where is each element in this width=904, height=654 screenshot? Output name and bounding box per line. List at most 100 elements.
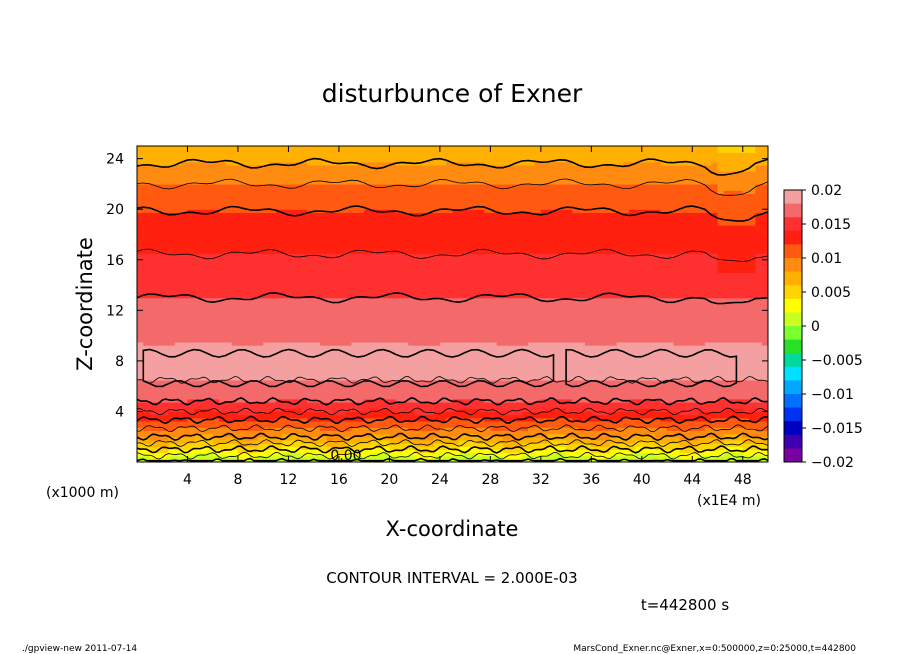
field-cell [755, 316, 763, 321]
field-cell [351, 424, 359, 428]
field-cell [301, 439, 308, 444]
field-cell [509, 392, 517, 397]
field-cell [200, 386, 208, 390]
field-cell [679, 392, 687, 397]
field-cell [155, 316, 163, 321]
field-cell [275, 439, 283, 444]
field-cell [414, 373, 422, 378]
field-cell [263, 386, 271, 390]
field-cell [711, 348, 719, 352]
field-cell [591, 338, 599, 343]
field-cell [269, 341, 277, 346]
field-cell [313, 319, 321, 324]
field-cell [439, 383, 447, 387]
field-cell [603, 367, 611, 371]
field-cell [471, 427, 479, 431]
field-cell [679, 430, 687, 435]
field-cell [181, 360, 189, 365]
field-cell [256, 405, 264, 409]
field-cell [553, 332, 561, 337]
field-cell [446, 376, 454, 381]
field-cell [181, 364, 189, 368]
field-cell [370, 322, 378, 327]
field-cell [357, 417, 365, 422]
field-cell [433, 417, 441, 422]
field-cell [648, 392, 656, 397]
field-cell [730, 430, 738, 435]
field-cell [736, 351, 744, 356]
field-cell [452, 316, 460, 321]
field-cell [465, 322, 473, 327]
field-cell [534, 446, 542, 450]
field-cell [263, 379, 271, 384]
field-cell [357, 348, 365, 352]
field-cell [143, 427, 151, 431]
field-cell [301, 341, 308, 346]
field-cell [263, 439, 271, 444]
field-cell [149, 310, 157, 315]
field-cell [256, 322, 264, 327]
field-cell [553, 341, 561, 346]
field-cell [559, 452, 567, 457]
field-cell [439, 405, 447, 409]
field-cell [376, 405, 384, 409]
field-cell [484, 386, 491, 390]
field-cell [597, 427, 605, 431]
field-cell [585, 430, 592, 435]
field-cell [502, 319, 510, 324]
field-cell [761, 367, 768, 371]
field-cell [237, 389, 245, 394]
field-cell [162, 398, 170, 403]
field-cell [755, 360, 763, 365]
field-cell [319, 360, 327, 365]
field-cell [408, 446, 416, 450]
field-cell [301, 338, 308, 343]
field-cell [231, 411, 239, 416]
field-cell [219, 383, 226, 387]
field-cell [540, 370, 548, 375]
field-cell [326, 414, 334, 419]
field-cell [395, 348, 403, 352]
field-cell [370, 386, 378, 390]
field-cell [200, 351, 208, 356]
field-cell [698, 367, 706, 371]
field-cell [566, 370, 573, 375]
field-cell [591, 408, 599, 413]
field-cell [187, 319, 195, 324]
field-cell [458, 430, 466, 435]
field-cell [673, 338, 681, 343]
field-cell [174, 326, 182, 330]
field-cell [553, 370, 561, 375]
field-cell [433, 364, 441, 368]
field-cell [364, 354, 372, 359]
field-cell [357, 386, 365, 390]
field-cell [692, 341, 700, 346]
field-cell [219, 408, 226, 413]
field-cell [137, 351, 144, 356]
field-cell [559, 427, 567, 431]
field-cell [465, 411, 473, 416]
field-cell [717, 338, 725, 343]
field-cell [338, 310, 346, 315]
field-cell [496, 326, 504, 330]
field-cell [389, 379, 397, 384]
field-cell [616, 364, 624, 368]
field-cell [736, 341, 744, 346]
field-cell [641, 316, 649, 321]
field-cell [723, 411, 731, 416]
field-cell [212, 446, 220, 450]
field-cell [490, 367, 498, 371]
field-cell [338, 443, 346, 447]
field-cell [225, 449, 233, 454]
field-cell [667, 348, 674, 352]
field-cell [603, 430, 611, 435]
field-cell [326, 436, 334, 441]
field-cell [168, 360, 176, 365]
field-cell [465, 370, 473, 375]
field-cell [521, 364, 529, 368]
field-cell [237, 364, 245, 368]
field-cell [168, 335, 176, 340]
field-cell [446, 370, 454, 375]
field-cell [225, 433, 233, 438]
field-cell [648, 405, 656, 409]
